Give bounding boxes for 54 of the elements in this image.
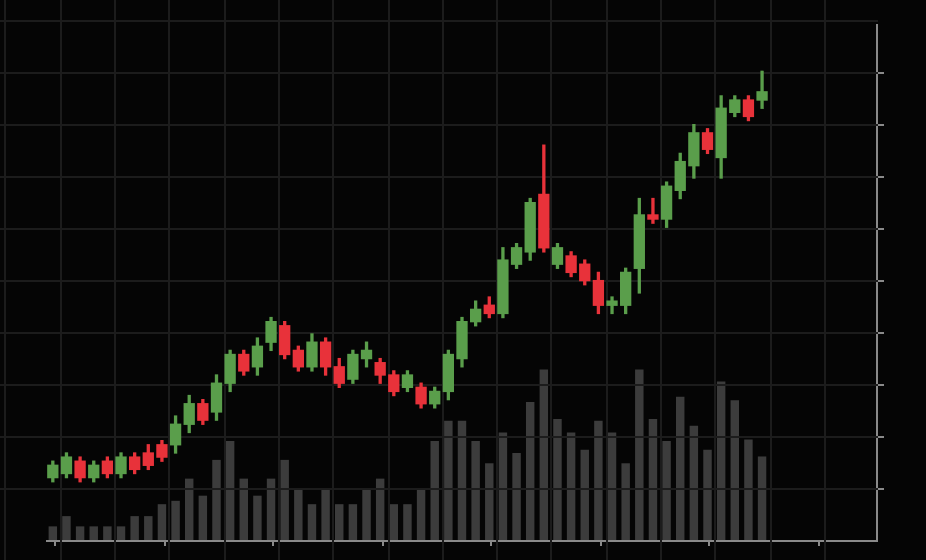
bar bbox=[212, 459, 221, 540]
bar bbox=[416, 488, 426, 540]
bar bbox=[266, 478, 276, 540]
bar bbox=[171, 500, 180, 540]
bar bbox=[184, 478, 194, 540]
bar bbox=[375, 478, 385, 540]
bar bbox=[512, 453, 521, 540]
bar bbox=[225, 441, 235, 540]
bar bbox=[553, 418, 562, 540]
bar bbox=[676, 396, 685, 540]
bar bbox=[757, 456, 767, 540]
bar bbox=[89, 526, 98, 540]
bar bbox=[239, 478, 248, 540]
bar bbox=[389, 504, 399, 540]
bar bbox=[444, 420, 453, 540]
bar bbox=[362, 488, 371, 540]
bar bbox=[48, 526, 58, 540]
bar bbox=[321, 488, 330, 540]
bar bbox=[348, 504, 358, 540]
bar bbox=[607, 432, 617, 540]
bar bbox=[457, 420, 467, 540]
candlestick bbox=[647, 197, 659, 224]
bar bbox=[253, 495, 262, 540]
bar bbox=[130, 516, 139, 540]
bar bbox=[335, 504, 344, 540]
bar bbox=[621, 463, 630, 540]
bar bbox=[580, 449, 589, 540]
bar bbox=[730, 400, 740, 540]
bar bbox=[75, 526, 85, 540]
bar bbox=[280, 459, 289, 540]
bar bbox=[525, 401, 535, 540]
bar bbox=[716, 381, 726, 540]
bar bbox=[103, 526, 112, 540]
bar bbox=[116, 526, 126, 540]
bar bbox=[471, 441, 480, 540]
bar bbox=[430, 441, 439, 540]
bar bbox=[594, 420, 603, 540]
bar bbox=[157, 504, 167, 540]
bar bbox=[689, 425, 699, 540]
bar bbox=[744, 439, 753, 540]
bar bbox=[485, 463, 494, 540]
bar bbox=[498, 432, 508, 540]
bar bbox=[307, 504, 317, 540]
bar bbox=[662, 441, 671, 540]
bar bbox=[294, 488, 303, 540]
bar bbox=[62, 516, 71, 540]
bar bbox=[144, 516, 153, 540]
bar bbox=[566, 432, 576, 540]
bar bbox=[635, 369, 644, 540]
bar bbox=[403, 504, 412, 540]
bar bbox=[703, 449, 712, 540]
bar bbox=[539, 369, 549, 540]
bar bbox=[648, 418, 658, 540]
bar bbox=[198, 495, 208, 540]
